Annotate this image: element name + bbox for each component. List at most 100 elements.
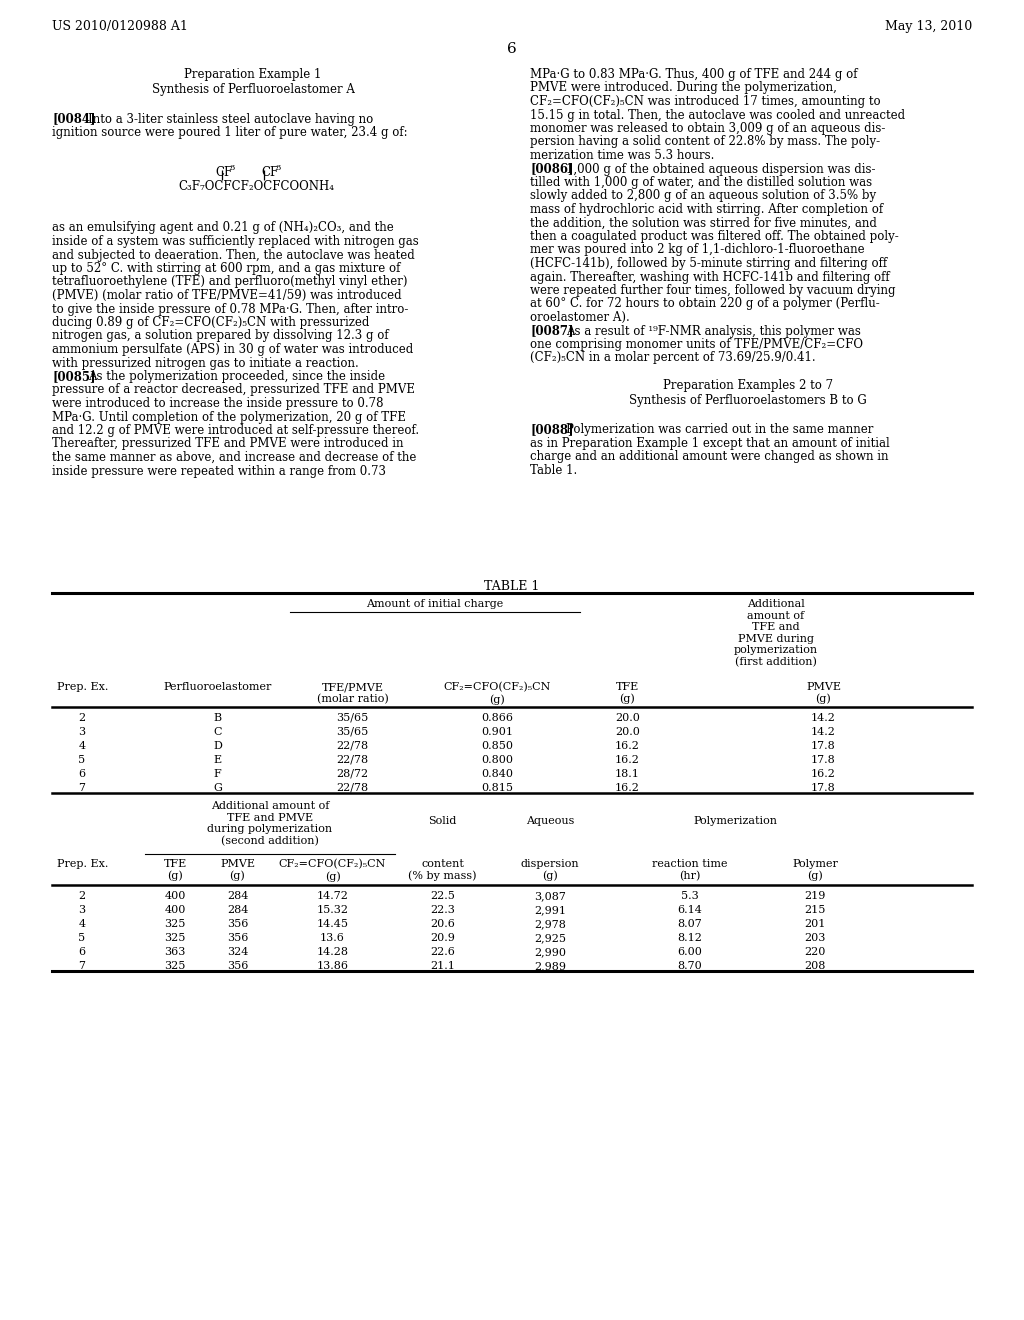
Text: mer was poured into 2 kg of 1,1-dichloro-1-fluoroethane: mer was poured into 2 kg of 1,1-dichloro… <box>530 243 864 256</box>
Text: slowly added to 2,800 g of an aqueous solution of 3.5% by: slowly added to 2,800 g of an aqueous so… <box>530 190 877 202</box>
Text: Polymerization was carried out in the same manner: Polymerization was carried out in the sa… <box>566 422 873 436</box>
Text: 2,925: 2,925 <box>534 933 566 942</box>
Text: (PMVE) (molar ratio of TFE/PMVE=41/59) was introduced: (PMVE) (molar ratio of TFE/PMVE=41/59) w… <box>52 289 401 302</box>
Text: 21.1: 21.1 <box>430 961 455 972</box>
Text: 16.2: 16.2 <box>615 783 640 793</box>
Text: As the polymerization proceeded, since the inside: As the polymerization proceeded, since t… <box>88 370 385 383</box>
Text: 15.32: 15.32 <box>316 906 348 915</box>
Text: [0086]: [0086] <box>530 162 573 176</box>
Text: D: D <box>213 741 222 751</box>
Text: 4: 4 <box>79 919 86 929</box>
Text: 28/72: 28/72 <box>337 770 369 779</box>
Text: MPa·G. Until completion of the polymerization, 20 g of TFE: MPa·G. Until completion of the polymeriz… <box>52 411 406 424</box>
Text: 215: 215 <box>804 906 825 915</box>
Text: 284: 284 <box>226 891 248 902</box>
Text: (HCFC-141b), followed by 5-minute stirring and filtering off: (HCFC-141b), followed by 5-minute stirri… <box>530 257 887 271</box>
Text: 0.815: 0.815 <box>481 783 513 793</box>
Text: 7: 7 <box>79 961 85 972</box>
Text: again. Thereafter, washing with HCFC-141b and filtering off: again. Thereafter, washing with HCFC-141… <box>530 271 890 284</box>
Text: [0088]: [0088] <box>530 422 573 436</box>
Text: mass of hydrochloric acid with stirring. After completion of: mass of hydrochloric acid with stirring.… <box>530 203 883 216</box>
Text: Aqueous: Aqueous <box>525 816 574 826</box>
Text: PMVE
(g): PMVE (g) <box>220 859 255 882</box>
Text: 22.3: 22.3 <box>430 906 455 915</box>
Text: 284: 284 <box>226 906 248 915</box>
Text: 7: 7 <box>79 783 85 793</box>
Text: 20.6: 20.6 <box>430 919 455 929</box>
Text: 0.850: 0.850 <box>481 741 513 751</box>
Text: 2,978: 2,978 <box>535 919 566 929</box>
Text: 14.2: 14.2 <box>811 713 836 723</box>
Text: ducing 0.89 g of CF₂=CFO(CF₂)₅CN with pressurized: ducing 0.89 g of CF₂=CFO(CF₂)₅CN with pr… <box>52 315 370 329</box>
Text: Thereafter, pressurized TFE and PMVE were introduced in: Thereafter, pressurized TFE and PMVE wer… <box>52 437 403 450</box>
Text: the same manner as above, and increase and decrease of the: the same manner as above, and increase a… <box>52 451 417 465</box>
Text: 208: 208 <box>804 961 825 972</box>
Text: and 12.2 g of PMVE were introduced at self-pressure thereof.: and 12.2 g of PMVE were introduced at se… <box>52 424 419 437</box>
Text: PMVE
(g): PMVE (g) <box>806 682 841 705</box>
Text: merization time was 5.3 hours.: merization time was 5.3 hours. <box>530 149 715 162</box>
Text: 35/65: 35/65 <box>336 727 369 737</box>
Text: (CF₂)₅CN in a molar percent of 73.69/25.9/0.41.: (CF₂)₅CN in a molar percent of 73.69/25.… <box>530 351 816 364</box>
Text: up to 52° C. with stirring at 600 rpm, and a gas mixture of: up to 52° C. with stirring at 600 rpm, a… <box>52 261 400 275</box>
Text: 3: 3 <box>79 727 86 737</box>
Text: 0.901: 0.901 <box>481 727 513 737</box>
Text: 2,991: 2,991 <box>534 906 566 915</box>
Text: 14.72: 14.72 <box>316 891 348 902</box>
Text: 2,990: 2,990 <box>534 946 566 957</box>
Text: monomer was released to obtain 3,009 g of an aqueous dis-: monomer was released to obtain 3,009 g o… <box>530 121 886 135</box>
Text: Amount of initial charge: Amount of initial charge <box>367 599 504 609</box>
Text: CF₂=CFO(CF₂)₅CN
(g): CF₂=CFO(CF₂)₅CN (g) <box>443 682 551 705</box>
Text: content
(% by mass): content (% by mass) <box>409 859 477 882</box>
Text: CF₂=CFO(CF₂)₅CN was introduced 17 times, amounting to: CF₂=CFO(CF₂)₅CN was introduced 17 times,… <box>530 95 881 108</box>
Text: C: C <box>213 727 222 737</box>
Text: As a result of ¹⁹F-NMR analysis, this polymer was: As a result of ¹⁹F-NMR analysis, this po… <box>566 325 861 338</box>
Text: 325: 325 <box>164 919 185 929</box>
Text: 16.2: 16.2 <box>811 770 836 779</box>
Text: 356: 356 <box>226 933 248 942</box>
Text: 3: 3 <box>229 164 234 172</box>
Text: May 13, 2010: May 13, 2010 <box>885 20 972 33</box>
Text: 203: 203 <box>804 933 825 942</box>
Text: 13.6: 13.6 <box>321 933 345 942</box>
Text: Preparation Examples 2 to 7: Preparation Examples 2 to 7 <box>663 379 834 392</box>
Text: 6: 6 <box>79 946 86 957</box>
Text: 4: 4 <box>79 741 86 751</box>
Text: MPa·G to 0.83 MPa·G. Thus, 400 g of TFE and 244 g of: MPa·G to 0.83 MPa·G. Thus, 400 g of TFE … <box>530 69 857 81</box>
Text: 3: 3 <box>79 906 86 915</box>
Text: 35/65: 35/65 <box>336 713 369 723</box>
Text: E: E <box>213 755 221 766</box>
Text: inside pressure were repeated within a range from 0.73: inside pressure were repeated within a r… <box>52 465 386 478</box>
Text: Preparation Example 1: Preparation Example 1 <box>184 69 322 81</box>
Text: dispersion
(g): dispersion (g) <box>520 859 580 882</box>
Text: 22/78: 22/78 <box>337 741 369 751</box>
Text: 400: 400 <box>164 906 185 915</box>
Text: Prep. Ex.: Prep. Ex. <box>57 682 109 692</box>
Text: tilled with 1,000 g of water, and the distilled solution was: tilled with 1,000 g of water, and the di… <box>530 176 872 189</box>
Text: Into a 3-liter stainless steel autoclave having no: Into a 3-liter stainless steel autoclave… <box>88 112 374 125</box>
Text: 363: 363 <box>164 946 185 957</box>
Text: 5.3: 5.3 <box>681 891 698 902</box>
Text: 8.12: 8.12 <box>678 933 702 942</box>
Text: 3: 3 <box>275 164 281 172</box>
Text: to give the inside pressure of 0.78 MPa·G. Then, after intro-: to give the inside pressure of 0.78 MPa·… <box>52 302 409 315</box>
Text: 15.15 g in total. Then, the autoclave was cooled and unreacted: 15.15 g in total. Then, the autoclave wa… <box>530 108 905 121</box>
Text: US 2010/0120988 A1: US 2010/0120988 A1 <box>52 20 187 33</box>
Text: TFE
(g): TFE (g) <box>615 682 639 705</box>
Text: 14.45: 14.45 <box>316 919 348 929</box>
Text: 22/78: 22/78 <box>337 783 369 793</box>
Text: then a coagulated product was filtered off. The obtained poly-: then a coagulated product was filtered o… <box>530 230 899 243</box>
Text: 6: 6 <box>79 770 86 779</box>
Text: 201: 201 <box>804 919 825 929</box>
Text: as in Preparation Example 1 except that an amount of initial: as in Preparation Example 1 except that … <box>530 437 890 450</box>
Text: Table 1.: Table 1. <box>530 463 578 477</box>
Text: one comprising monomer units of TFE/PMVE/CF₂=CFO: one comprising monomer units of TFE/PMVE… <box>530 338 863 351</box>
Text: 22.5: 22.5 <box>430 891 455 902</box>
Text: Synthesis of Perfluoroelastomer A: Synthesis of Perfluoroelastomer A <box>152 83 354 96</box>
Text: CF: CF <box>215 166 232 180</box>
Text: 400: 400 <box>164 891 185 902</box>
Text: 17.8: 17.8 <box>811 783 836 793</box>
Text: nitrogen gas, a solution prepared by dissolving 12.3 g of: nitrogen gas, a solution prepared by dis… <box>52 330 389 342</box>
Text: persion having a solid content of 22.8% by mass. The poly-: persion having a solid content of 22.8% … <box>530 136 880 149</box>
Text: Polymer
(g): Polymer (g) <box>792 859 838 882</box>
Text: ignition source were poured 1 liter of pure water, 23.4 g of:: ignition source were poured 1 liter of p… <box>52 125 408 139</box>
